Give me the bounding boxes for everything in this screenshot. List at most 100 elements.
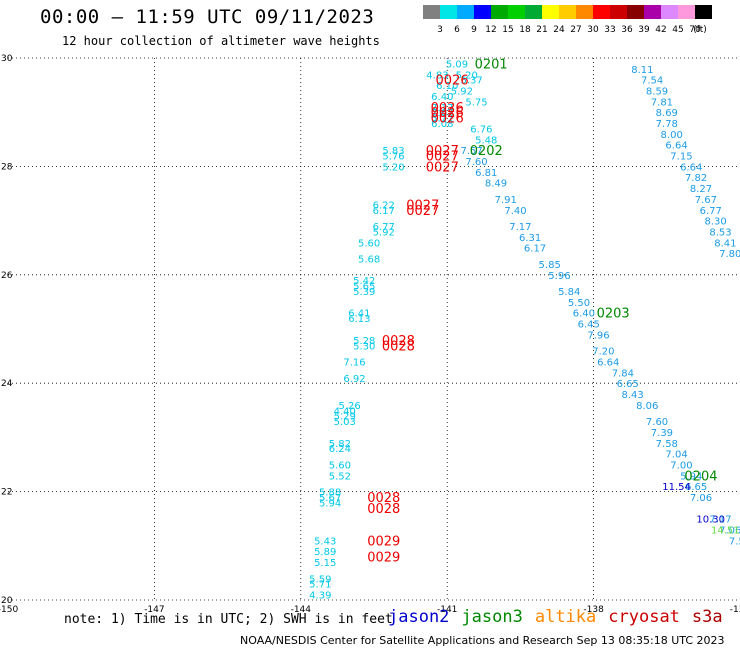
wave-height-point: 6.17 (524, 244, 546, 255)
wave-height-point: 7.91 (495, 195, 517, 206)
wave-height-point: 7.67 (695, 195, 717, 206)
track-time-label: 0027 (426, 144, 459, 159)
wave-height-point: 6.77 (373, 222, 395, 233)
wave-height-point: 8.41 (714, 238, 736, 249)
colorbar-tick-label: 18 (519, 25, 531, 35)
wave-height-point: 6.24 (329, 444, 351, 455)
colorbar-swatch (627, 5, 644, 19)
track-time-label: 0026 (431, 106, 464, 121)
wave-height-point: 5.85 (539, 260, 561, 271)
track-time-label: 0028 (367, 502, 400, 517)
wave-height-point: 6.17 (373, 206, 395, 217)
colorbar-tick-label: 39 (638, 25, 650, 35)
chart-title: 00:00 – 11:59 UTC 09/11/2023 (40, 6, 375, 28)
wave-height-point: 6.41 (348, 309, 370, 320)
wave-height-point: 6.64 (665, 141, 687, 152)
wave-height-point: 4.83 (426, 70, 448, 81)
colorbar-tick-label: 9 (471, 25, 477, 35)
y-tick-label: 20 (1, 596, 13, 606)
wave-height-point: 5.89 (314, 547, 336, 558)
x-tick-label: -138 (583, 605, 604, 615)
track-time-label: 0026 (431, 101, 464, 116)
wave-height-point: 6.13 (348, 314, 370, 325)
wave-height-point: 6.81 (475, 168, 497, 179)
colorbar-swatch (457, 5, 474, 19)
wave-height-point: 7.17 (709, 515, 731, 526)
satellite-legend-entry: cryosat (608, 607, 680, 627)
y-tick-label: 26 (1, 271, 13, 281)
wave-height-point: 5.30 (353, 341, 375, 352)
wave-height-point: 5.76 (382, 152, 404, 163)
wave-height-point: 5.94 (319, 498, 341, 509)
wave-height-point: 5.83 (382, 146, 404, 157)
track-time-label: 0027 (406, 204, 439, 219)
colorbar-swatch (491, 5, 508, 19)
colorbar-tick-label: 6 (454, 25, 460, 35)
wave-height-point: 6.22 (373, 200, 395, 211)
wave-height-point: 7.15 (670, 152, 692, 163)
color-scale-legend: 3 6 9 12 15 18 21 24 27 30 33 36 39 42 45 70(ft) (423, 5, 712, 35)
wave-height-point: 6.65 (617, 379, 639, 390)
wave-height-point: 5.43 (314, 536, 336, 547)
wave-height-point: 8.06 (636, 401, 658, 412)
y-tick-label: 24 (1, 379, 13, 389)
wave-height-point: 5.09 (446, 59, 468, 70)
track-time-label: 0029 (367, 551, 400, 566)
colorbar-tick-label: 21 (536, 25, 547, 35)
wave-height-point: 10.30 (696, 515, 725, 526)
wave-height-point: 5.77 (431, 114, 453, 125)
wave-height-point: 6.64 (680, 162, 702, 173)
wave-height-point: 5.96 (548, 271, 570, 282)
wave-height-point: 7.78 (656, 119, 678, 130)
satellite-legend-entry: jason3 (461, 607, 523, 627)
wave-height-point: 5.84 (558, 287, 580, 298)
footnote: note: 1) Time is in UTC; 2) SWH is in fe… (64, 612, 393, 627)
track-time-label: 0029 (367, 534, 400, 549)
track-time-label: 0028 (382, 334, 415, 349)
x-tick-label: -150 (0, 605, 18, 615)
track-time-label: 0202 (470, 144, 503, 159)
wave-height-point: 8.43 (622, 390, 644, 401)
wave-height-point: 7.39 (651, 428, 673, 439)
wave-height-point: 5.92 (451, 87, 473, 98)
wave-height-point: 6.65 (685, 482, 707, 493)
track-time-label: 0028 (382, 339, 415, 354)
track-time-label: 0027 (426, 150, 459, 165)
wave-height-point: 6.40 (573, 309, 595, 320)
colorbar-swatch (542, 5, 559, 19)
wave-height-point: 5.20 (456, 70, 478, 81)
colorbar-tick-label: 15 (502, 25, 513, 35)
wave-height-point: 8.00 (661, 130, 683, 141)
wave-height-point: 8.27 (690, 184, 712, 195)
wave-height-point: 14.51 (711, 526, 740, 537)
wave-height-point: 4.39 (309, 591, 331, 602)
wave-height-point: 5.48 (475, 135, 497, 146)
track-time-label: 0203 (597, 307, 630, 322)
wave-height-point: 11.54 (662, 482, 691, 493)
colorbar-tick-label: 36 (621, 25, 633, 35)
colorbar-swatch (644, 5, 661, 19)
colorbar-swatch (610, 5, 627, 19)
wave-height-point: 6.92 (343, 374, 365, 385)
wave-height-point: 7.06 (690, 493, 712, 504)
wave-height-point: 6.08 (431, 119, 453, 130)
wave-height-point: 5.28 (353, 336, 375, 347)
colorbar-tick-label: 24 (553, 25, 565, 35)
wave-height-point: 5.03 (334, 417, 356, 428)
wave-height-point: 5.67 (319, 493, 341, 504)
wave-height-point: 7.20 (592, 347, 614, 358)
wave-height-point: 8.30 (704, 217, 726, 228)
satellite-legend: jason2 jason3 altika cryosat s3a (388, 607, 735, 627)
wave-height-point: 5.92 (373, 227, 395, 238)
wave-height-point: 7.81 (651, 97, 673, 108)
wave-height-point: 8.53 (709, 227, 731, 238)
wave-height-point: 7.04 (665, 450, 687, 461)
wave-height-point: 5.26 (338, 401, 360, 412)
wave-height-point: 8.59 (646, 87, 668, 98)
track-time-label: 0204 (684, 469, 717, 484)
wave-height-point: 6.31 (519, 233, 541, 244)
colorbar-tick-label: 30 (587, 25, 599, 35)
wave-height-point: 7.57 (460, 146, 482, 157)
track-time-label: 0027 (426, 160, 459, 175)
colorbar-tick-label: 3 (437, 25, 443, 35)
